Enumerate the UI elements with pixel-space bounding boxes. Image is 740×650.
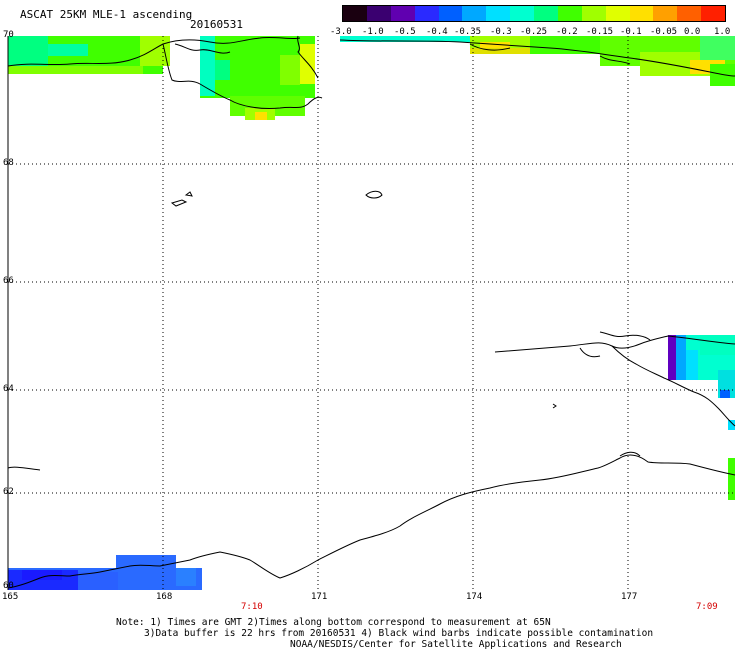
colorbar-segment	[390, 6, 415, 21]
colorbar-labels: -3.0 -1.0 -0.5 -0.4 -0.35 -0.3 -0.25 -0.…	[330, 27, 740, 39]
lat-label-60: 60	[3, 581, 14, 591]
colorbar-segment	[653, 6, 678, 21]
note-line-2: 3)Data buffer is 22 hrs from 20160531 4)…	[144, 628, 654, 639]
lat-label-66: 66	[3, 276, 14, 286]
graticule	[8, 36, 735, 590]
colorbar-segment	[486, 6, 511, 21]
lon-label-171: 171	[311, 592, 328, 602]
lat-label-64: 64	[3, 384, 14, 394]
colorbar-label: -0.5	[394, 27, 416, 37]
colorbar-label: -0.1	[620, 27, 642, 37]
lat-label-68: 68	[3, 158, 14, 168]
colorbar-segment	[629, 6, 654, 21]
colorbar-segment	[510, 6, 534, 21]
coastline	[7, 35, 736, 589]
colorbar-label: -0.2	[556, 27, 578, 37]
lon-label-177: 177	[621, 592, 638, 602]
map-date: 20160531	[190, 18, 243, 31]
colorbar-segment	[701, 6, 725, 21]
colorbar-segment	[414, 6, 439, 21]
time-label: 7:09	[696, 602, 718, 612]
colorbar-label: -0.25	[520, 27, 548, 37]
colorbar-label: -1.0	[362, 27, 384, 37]
colorbar-label: -3.0	[330, 27, 352, 37]
colorbar-label: -0.35	[454, 27, 482, 37]
note-line-1: Note: 1) Times are GMT 2)Times along bot…	[116, 617, 551, 628]
lat-label-62: 62	[3, 487, 14, 497]
colorbar-segment	[581, 6, 606, 21]
colorbar-segment	[605, 6, 630, 21]
colorbar-segment	[534, 6, 558, 21]
colorbar-segment	[438, 6, 463, 21]
colorbar-label: -0.4	[426, 27, 448, 37]
time-label: 7:10	[241, 602, 263, 612]
lat-label-70: 70	[3, 30, 14, 40]
colorbar-segment	[557, 6, 582, 21]
colorbar	[342, 5, 726, 22]
lon-label-174: 174	[466, 592, 483, 602]
colorbar-label: 0.0	[684, 27, 701, 37]
colorbar-segment	[677, 6, 702, 21]
colorbar-label: -0.15	[586, 27, 614, 37]
colorbar-label: -0.3	[490, 27, 512, 37]
colorbar-label: -0.05	[650, 27, 678, 37]
note-line-3: NOAA/NESDIS/Center for Satellite Applica…	[290, 639, 622, 650]
map-title: ASCAT 25KM MLE-1 ascending	[20, 8, 193, 21]
colorbar-label: 1.0	[714, 27, 731, 37]
colorbar-segment	[366, 6, 391, 21]
colorbar-segment	[343, 6, 367, 21]
lon-label-165: 165	[2, 592, 19, 602]
colorbar-segment	[462, 6, 487, 21]
wind-data-swath	[8, 36, 735, 590]
lon-label-168: 168	[156, 592, 173, 602]
